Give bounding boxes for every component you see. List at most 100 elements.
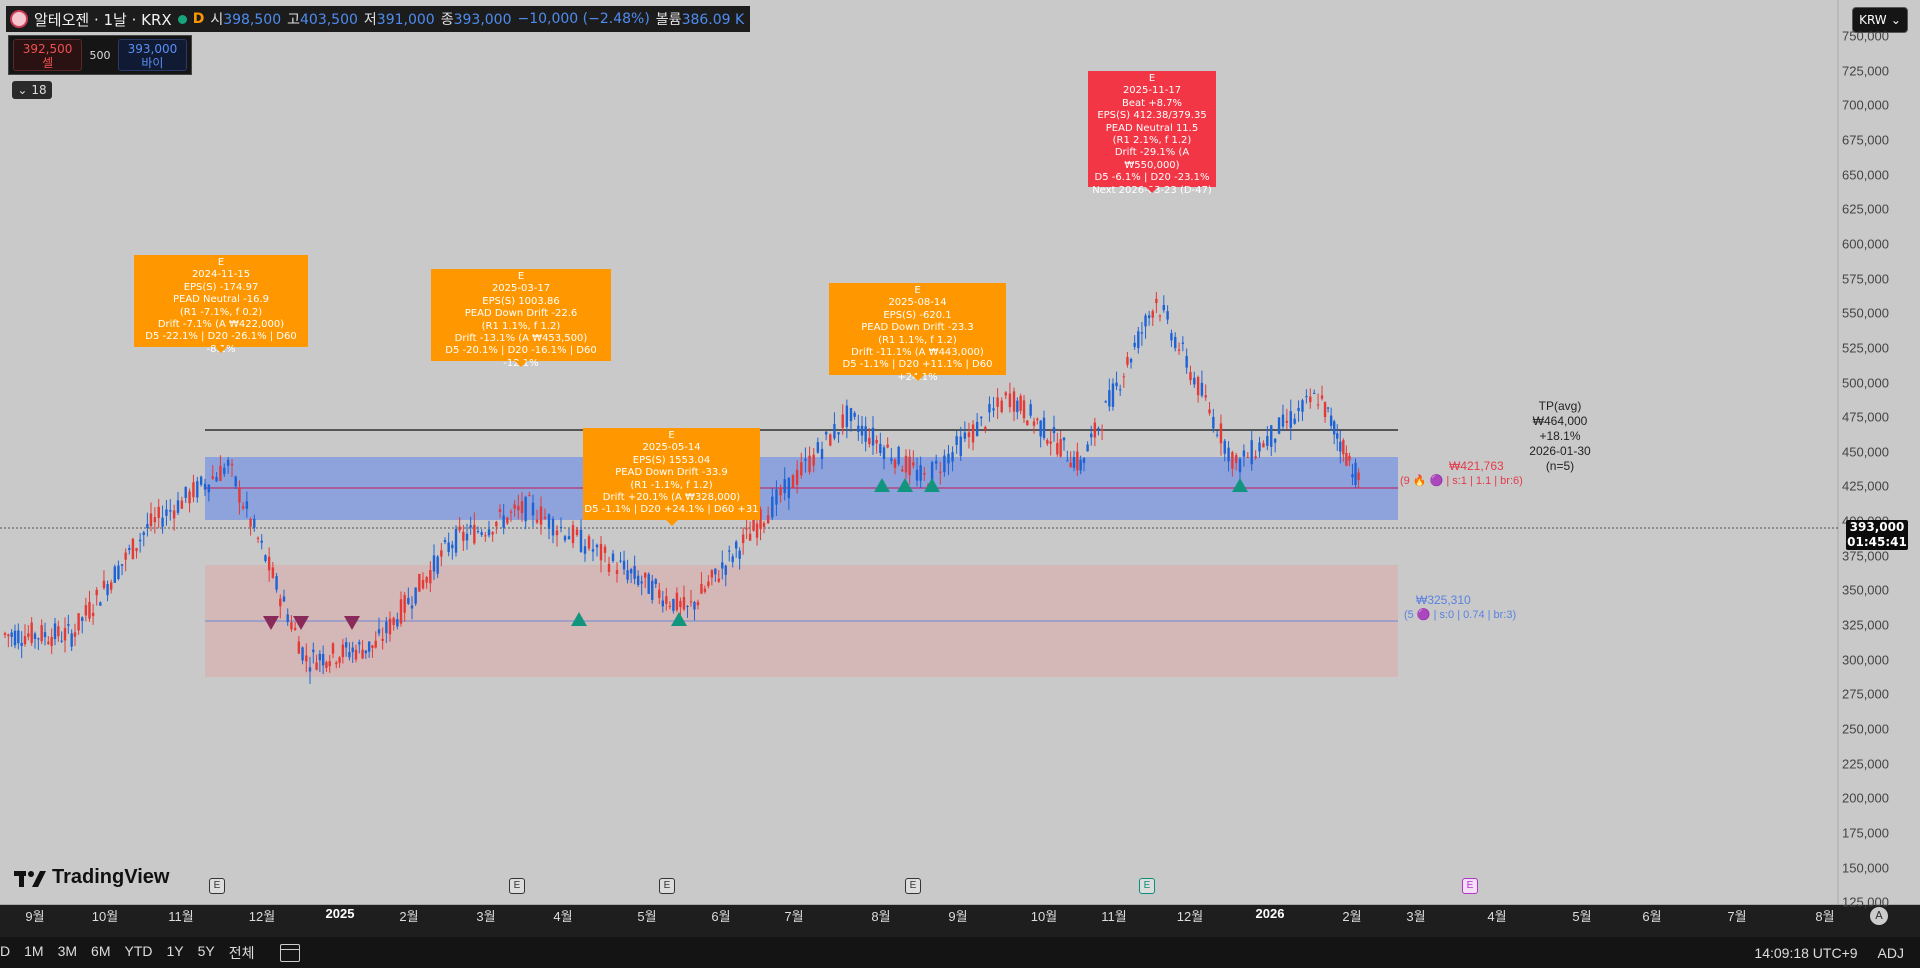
candle-body [611, 553, 615, 561]
range-button[interactable]: YTD [124, 942, 153, 959]
candle-body [707, 581, 710, 587]
earnings-annotation-1[interactable]: E 2024-11-15 EPS(S) -174.97 PEAD Neutral -1… [134, 255, 308, 355]
candle-body [1108, 390, 1111, 407]
candle-body [279, 598, 282, 607]
candle-body [480, 532, 483, 535]
candle-body [271, 567, 275, 578]
indicators-toggle-button[interactable]: ⌄ 18 [12, 81, 52, 99]
candle-body [77, 613, 80, 631]
candle-body [256, 537, 260, 539]
range-button[interactable]: 3M [57, 942, 78, 959]
candle-body [157, 506, 160, 518]
earnings-event-icon[interactable]: E [509, 878, 525, 894]
symbol-legend[interactable]: 알테오젠 · 1날 · KRX D 시398,500 고403,500 저391… [6, 6, 751, 32]
candle-body [381, 638, 384, 641]
earnings-annotation-3[interactable]: E 2025-05-14 EPS(S) 1553.04 PEAD Down Drift… [583, 428, 760, 526]
candle-body [857, 425, 860, 432]
candle-body [1093, 422, 1097, 438]
earnings-annotation-4[interactable]: E 2025-08-14 EPS(S) -620.1 PEAD Down Drift … [829, 283, 1006, 383]
price-chart[interactable] [0, 0, 1920, 905]
candle-body [992, 408, 995, 411]
earnings-event-icon[interactable]: E [1139, 878, 1155, 894]
earnings-event-icon[interactable]: E [905, 878, 921, 894]
candle-body [571, 525, 575, 544]
candle-body [1301, 400, 1304, 412]
annotation-line: EPS(S) -174.97 [183, 281, 259, 293]
candle-body [1079, 459, 1082, 471]
sell-signal-icon [263, 616, 279, 630]
candle-body [882, 447, 886, 460]
range-button[interactable]: 전체 [228, 944, 255, 961]
candle-body [1285, 420, 1289, 423]
candle-body [1049, 441, 1052, 444]
candle-body [10, 632, 13, 637]
candle-body [686, 605, 689, 607]
annotation-line: E [517, 271, 525, 282]
candle-body [804, 458, 807, 461]
candle-body [392, 617, 395, 625]
candle-body [371, 645, 374, 648]
annotation-line: PEAD Down Drift -22.6 [464, 308, 578, 320]
candle-body [63, 628, 67, 641]
candle-body [1305, 396, 1308, 398]
adj-toggle[interactable]: ADJ [1877, 944, 1904, 961]
candle-body [203, 483, 207, 490]
candle-body [374, 640, 377, 648]
candle-body [180, 500, 184, 509]
candle-body [1227, 447, 1230, 462]
candle-body [1332, 421, 1336, 435]
time-axis-label: 12월 [1176, 909, 1204, 924]
annotation-line: E [1148, 73, 1156, 84]
candle-body [1262, 443, 1265, 448]
earnings-annotation-2[interactable]: E 2025-03-17 EPS(S) 1003.86 PEAD Down Drift… [431, 269, 611, 369]
earnings-event-icon[interactable]: E [1462, 878, 1478, 894]
candle-body [800, 462, 803, 476]
clock-readout[interactable]: 14:09:18 UTC+9 [1754, 944, 1858, 961]
currency-select[interactable]: KRW ⌄ [1852, 7, 1908, 33]
range-button[interactable]: D [0, 942, 11, 959]
candle-body [81, 617, 84, 621]
annotation-line: PEAD Neutral -16.9 [172, 294, 270, 306]
price-axis-label: 175,000 [1842, 825, 1889, 841]
range-button[interactable]: 5Y [197, 942, 215, 959]
candle-body [1266, 435, 1269, 446]
price-axis-label: 250,000 [1842, 721, 1889, 737]
candle-body [879, 443, 882, 454]
calendar-icon[interactable] [279, 943, 300, 962]
earnings-event-icon[interactable]: E [209, 878, 225, 894]
earnings-annotation-5[interactable]: E 2025-11-17 Beat +8.7% EPS(S) 412.38/379.3… [1088, 71, 1216, 196]
candle-body [491, 532, 494, 535]
candle-body [1004, 392, 1008, 396]
symbol-title[interactable]: 알테오젠 · 1날 · KRX [34, 10, 172, 29]
candle-body [1042, 417, 1046, 438]
candle-body [700, 583, 703, 594]
time-axis-label: 9월 [948, 909, 968, 924]
candle-body [1046, 440, 1049, 444]
candle-body [142, 532, 145, 536]
candle-body [219, 465, 222, 481]
tradingview-logo[interactable]: TradingView [14, 866, 169, 889]
candle-body [619, 560, 622, 562]
range-button[interactable]: 6M [91, 942, 111, 959]
buy-button[interactable]: 393,000 바이 [117, 39, 187, 71]
sell-signal-icon [344, 616, 360, 630]
auto-scale-button[interactable]: A [1870, 907, 1888, 925]
range-button[interactable]: 1Y [166, 942, 184, 959]
range-button[interactable]: 1M [24, 942, 44, 959]
candle-body [651, 580, 654, 600]
order-quantity[interactable]: 500 [89, 48, 111, 62]
sell-button[interactable]: 392,500 셀 [13, 39, 83, 71]
candle-body [640, 581, 643, 584]
candle-body [260, 540, 263, 543]
candle-body [215, 476, 218, 482]
candle-body [50, 636, 53, 647]
ohlc-change: −10,000 (−2.48%) [517, 11, 650, 27]
candle-body [1185, 355, 1188, 368]
candle-body [106, 584, 109, 596]
candle-body [487, 529, 491, 536]
chart-area[interactable]: 알테오젠 · 1날 · KRX D 시398,500 고403,500 저391… [0, 0, 1920, 910]
candle-body [1122, 376, 1126, 378]
candle-body [988, 404, 991, 413]
candle-body [919, 465, 922, 481]
earnings-event-icon[interactable]: E [659, 878, 675, 894]
